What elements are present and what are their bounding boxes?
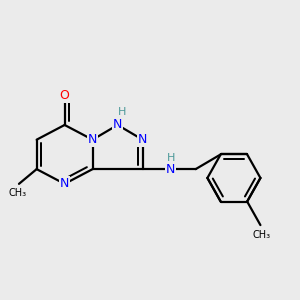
Text: N: N	[60, 177, 69, 190]
Text: N: N	[138, 133, 147, 146]
Text: O: O	[60, 89, 70, 102]
Text: H: H	[167, 153, 175, 163]
Text: N: N	[113, 118, 122, 131]
Text: CH₃: CH₃	[8, 188, 27, 198]
Text: H: H	[118, 107, 126, 117]
Text: CH₃: CH₃	[253, 230, 271, 239]
Text: N: N	[88, 133, 97, 146]
Text: N: N	[166, 163, 175, 176]
